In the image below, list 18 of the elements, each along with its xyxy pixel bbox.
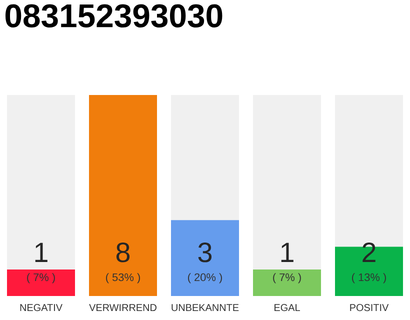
x-tick-label: POSITIV (350, 304, 389, 312)
data-label: ( 53% ) (106, 273, 140, 284)
annotation: 8 (116, 242, 130, 262)
x-tick-label: VERWIRREND (89, 304, 156, 311)
bar (7, 269, 75, 296)
data-label: ( 7% ) (27, 273, 55, 284)
data-label: ( 13% ) (352, 273, 386, 284)
x-tick-label: UNBEKANNTE (172, 304, 239, 312)
chart-title: 083152393030 (5, 4, 222, 28)
annotation: 1 (281, 242, 294, 262)
annotation: 3 (198, 242, 212, 262)
annotation: 1 (35, 242, 48, 262)
data-label: ( 7% ) (273, 273, 301, 284)
bar (253, 269, 322, 296)
data-label: ( 20% ) (188, 273, 222, 284)
x-tick-label: NEGATIV (20, 304, 62, 312)
x-tick-label: EGAL (274, 304, 300, 312)
annotation: 2 (362, 242, 376, 262)
